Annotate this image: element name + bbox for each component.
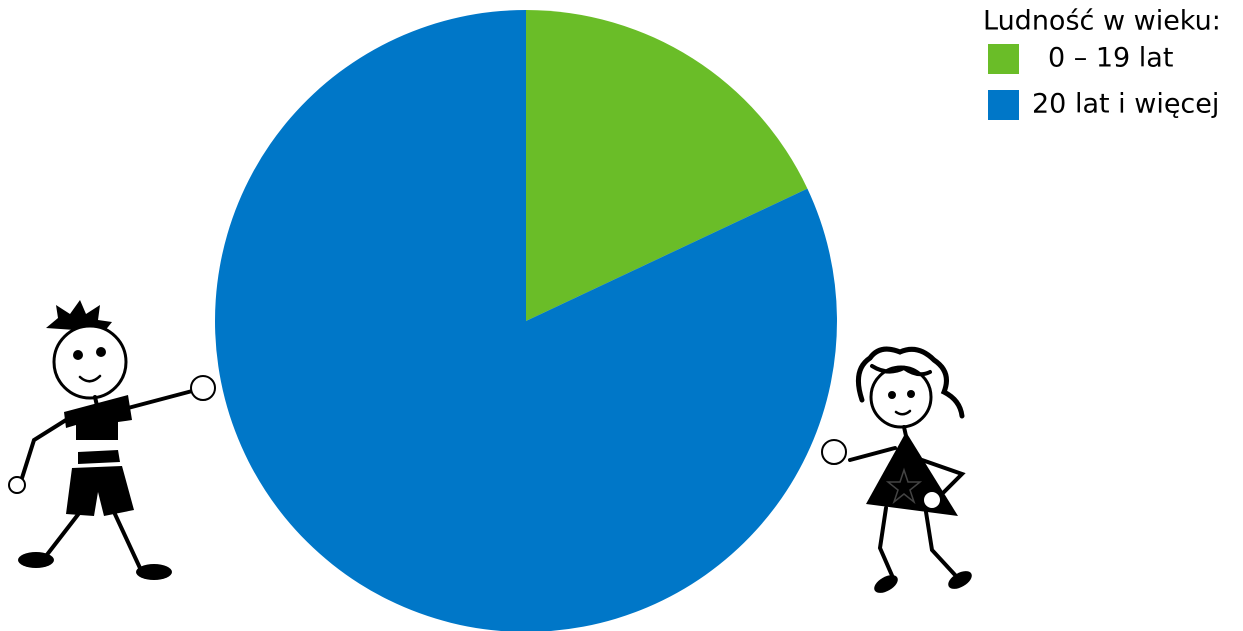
pie-slice	[215, 10, 837, 631]
boy-figure	[8, 300, 216, 580]
legend-swatch	[988, 90, 1019, 120]
legend-swatch	[988, 44, 1019, 74]
girl-figure	[821, 346, 972, 593]
pie-slice	[526, 10, 808, 321]
legend-title: Ludność w wieku:	[983, 6, 1221, 37]
pie	[215, 10, 837, 631]
legend: 0 – 19 lat 20 lat i więcej	[988, 43, 1219, 120]
legend-label: 0 – 19 lat	[1048, 43, 1173, 74]
legend-label: 20 lat i więcej	[1032, 89, 1219, 120]
